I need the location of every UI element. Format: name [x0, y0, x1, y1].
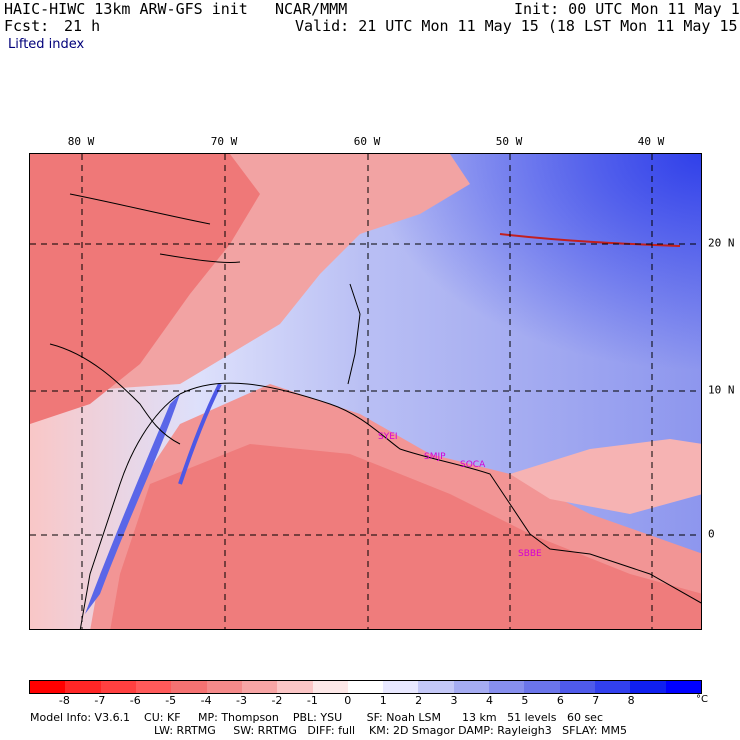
- station-label: SYEI: [378, 432, 398, 442]
- color-scale-tick: 6: [556, 694, 564, 707]
- atlantic-warm-tongue: [510, 439, 701, 514]
- color-scale-tick: -6: [129, 694, 141, 707]
- color-scale-swatch: [135, 681, 172, 693]
- lon-label-70w: 70 W: [210, 135, 238, 148]
- color-scale-bar: [29, 680, 702, 694]
- lat-label-20n: 20 N: [708, 236, 735, 250]
- color-scale-tick: 1: [379, 694, 387, 707]
- color-scale-swatch: [100, 681, 136, 693]
- organization-label: NCAR/MMM: [275, 0, 348, 18]
- coastline-south-america: [179, 382, 701, 604]
- lat-label-10n: 10 N: [708, 383, 735, 397]
- color-scale-tick: -3: [236, 694, 247, 707]
- color-scale-swatch: [30, 681, 66, 693]
- amazon-unstable-area: [110, 444, 701, 629]
- lat-label-equator: 0: [708, 527, 715, 541]
- forecast-hour: 21 h: [64, 17, 101, 35]
- model-title: HAIC-HIWC 13km ARW-GFS init: [4, 0, 248, 18]
- color-scale-tick: -2: [271, 694, 283, 707]
- andes-stable-ridge-north: [178, 383, 222, 485]
- color-scale-tick: 7: [592, 694, 600, 707]
- color-scale-swatch: [312, 681, 348, 693]
- color-scale-swatch: [630, 681, 666, 693]
- color-scale-swatch: [418, 681, 454, 693]
- color-scale-tick: 0: [344, 694, 352, 707]
- color-scale-swatch: [595, 681, 631, 693]
- andes-stable-ridge: [85, 394, 180, 614]
- valid-time: Valid: 21 UTC Mon 11 May 15 (18 LST Mon …: [295, 17, 740, 35]
- grid-lines: [30, 154, 701, 629]
- color-scale-swatch: [453, 681, 490, 693]
- color-scale-tick: 3: [450, 694, 458, 707]
- color-scale-unit: °C: [696, 694, 708, 705]
- color-scale-tick: -1: [306, 694, 318, 707]
- color-scale-swatch: [347, 681, 384, 693]
- lon-label-60w: 60 W: [353, 135, 381, 148]
- color-scale-swatch: [65, 681, 101, 693]
- color-scale-tick: -4: [200, 694, 212, 707]
- north-convergence-line: [499, 233, 681, 247]
- color-scale-tick: -8: [58, 694, 70, 707]
- color-scale-swatch: [383, 681, 419, 693]
- lon-label-80w: 80 W: [67, 135, 95, 148]
- coastline-caribbean-islands: [69, 193, 361, 385]
- color-scale-tick: 8: [627, 694, 635, 707]
- lon-label-40w: 40 W: [637, 135, 665, 148]
- color-scale-tick: 4: [485, 694, 493, 707]
- color-scale-tick: 5: [521, 694, 529, 707]
- station-label: SMJP: [424, 452, 446, 462]
- forecast-label: Fcst:: [4, 17, 50, 35]
- color-scale-swatch: [206, 681, 242, 693]
- lifted-index-map: SYEI SMJP SOCA SBBE: [29, 153, 702, 630]
- station-label: SBBE: [518, 549, 542, 559]
- color-scale-tick: -5: [165, 694, 177, 707]
- color-scale-tick: -7: [94, 694, 106, 707]
- color-scale-swatch: [665, 681, 701, 693]
- coastline-central-america: [49, 343, 181, 445]
- coastline-west: [79, 393, 181, 629]
- station-label: SOCA: [460, 460, 486, 470]
- color-scale-swatch: [524, 681, 560, 693]
- lon-label-50w: 50 W: [495, 135, 523, 148]
- color-scale-swatch: [559, 681, 595, 693]
- field-name: Lifted index: [8, 37, 85, 52]
- init-time: Init: 00 UTC Mon 11 May 15: [514, 0, 740, 18]
- model-info-line-1: Model Info: V3.6.1 CU: KF MP: Thompson P…: [30, 711, 603, 724]
- color-scale-swatch: [489, 681, 525, 693]
- map-canvas: [30, 154, 701, 629]
- color-scale-swatch: [171, 681, 207, 693]
- color-scale-tick: 2: [415, 694, 423, 707]
- caribbean-unstable-area: [30, 154, 260, 424]
- model-info-line-2: LW: RRTMG SW: RRTMG DIFF: full KM: 2D Sm…: [154, 724, 627, 737]
- color-scale-swatch: [277, 681, 313, 693]
- color-scale-swatch: [241, 681, 278, 693]
